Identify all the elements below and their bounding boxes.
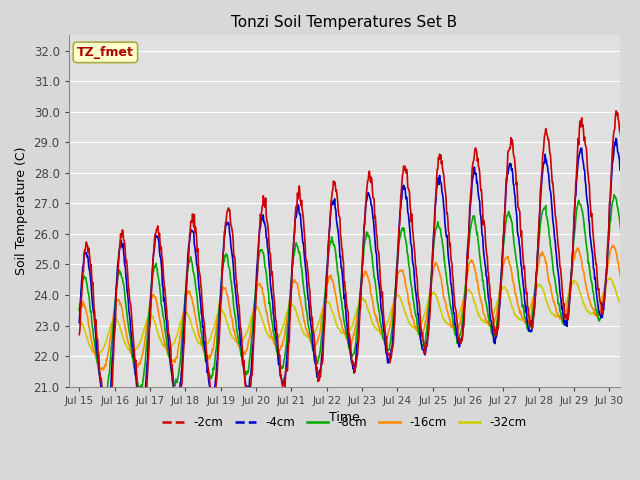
-8cm xyxy=(311,354,319,360)
-8cm xyxy=(614,204,621,210)
-8cm xyxy=(409,296,417,302)
-2cm xyxy=(614,110,621,116)
-8cm xyxy=(181,299,189,304)
Line: -16cm: -16cm xyxy=(79,245,640,370)
-16cm xyxy=(181,300,189,306)
X-axis label: Time: Time xyxy=(329,411,360,424)
-4cm xyxy=(76,320,83,325)
-2cm xyxy=(623,196,630,202)
Title: Tonzi Soil Temperatures Set B: Tonzi Soil Temperatures Set B xyxy=(231,15,458,30)
-2cm xyxy=(103,418,111,424)
-8cm xyxy=(76,308,83,313)
Line: -8cm: -8cm xyxy=(79,195,640,393)
-32cm xyxy=(181,310,189,316)
-32cm xyxy=(622,308,630,313)
-16cm xyxy=(311,346,319,351)
Legend: -2cm, -4cm, -8cm, -16cm, -32cm: -2cm, -4cm, -8cm, -16cm, -32cm xyxy=(157,411,531,433)
-2cm xyxy=(612,108,620,114)
-4cm xyxy=(311,358,319,364)
-4cm xyxy=(103,418,111,423)
-16cm xyxy=(609,242,617,248)
-16cm xyxy=(623,298,630,304)
-4cm xyxy=(102,418,110,424)
-8cm xyxy=(102,390,109,396)
Line: -2cm: -2cm xyxy=(79,111,640,433)
-8cm xyxy=(103,387,111,393)
-32cm xyxy=(613,293,621,299)
Text: TZ_fmet: TZ_fmet xyxy=(77,46,134,59)
-16cm xyxy=(76,306,83,312)
-32cm xyxy=(103,336,111,341)
Line: -4cm: -4cm xyxy=(79,138,640,421)
-2cm xyxy=(76,332,83,337)
-8cm xyxy=(623,273,630,278)
-32cm xyxy=(409,324,417,330)
-16cm xyxy=(103,357,111,363)
-16cm xyxy=(614,259,621,264)
-2cm xyxy=(311,341,319,347)
-16cm xyxy=(98,367,106,373)
-4cm xyxy=(409,262,417,267)
-4cm xyxy=(623,231,630,237)
-4cm xyxy=(612,135,620,141)
Y-axis label: Soil Temperature (C): Soil Temperature (C) xyxy=(15,147,28,275)
Line: -32cm: -32cm xyxy=(79,276,640,354)
-4cm xyxy=(614,149,621,155)
-32cm xyxy=(76,319,83,324)
-8cm xyxy=(611,192,618,198)
-4cm xyxy=(181,309,189,315)
-2cm xyxy=(409,230,417,236)
-32cm xyxy=(311,329,319,335)
-16cm xyxy=(409,317,417,323)
-2cm xyxy=(102,430,109,436)
-32cm xyxy=(93,351,101,357)
-2cm xyxy=(181,320,189,326)
